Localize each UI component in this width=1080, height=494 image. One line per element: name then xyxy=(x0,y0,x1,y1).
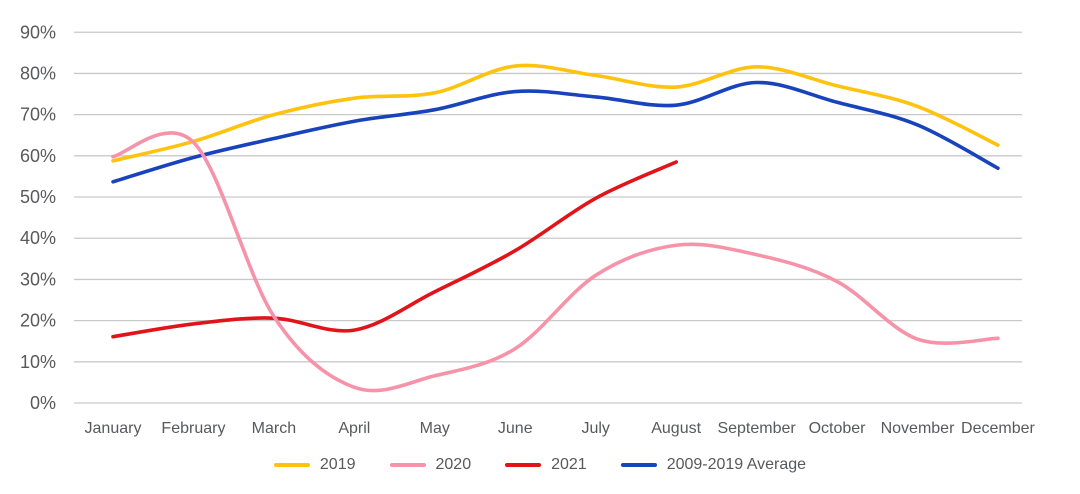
legend-item-2021: 2021 xyxy=(505,457,587,473)
y-axis-label: 10% xyxy=(20,352,56,372)
legend-label: 2009-2019 Average xyxy=(666,456,807,473)
x-axis-label: February xyxy=(161,420,225,437)
x-axis-label: March xyxy=(252,420,296,437)
y-axis-label: 40% xyxy=(20,228,56,248)
x-axis-label: June xyxy=(498,420,533,437)
x-axis-label: December xyxy=(961,420,1035,437)
y-axis-label: 90% xyxy=(20,22,56,42)
x-axis-label: October xyxy=(809,420,867,437)
legend-label: 2019 xyxy=(319,456,356,473)
chart-legend: 2019 2020 2021 2009-2019 Average xyxy=(0,450,1080,480)
legend-item-2019: 2019 xyxy=(273,456,356,473)
legend-swatch xyxy=(273,463,310,467)
series-line-2009-2019-average xyxy=(111,80,1000,184)
y-axis-label: 20% xyxy=(20,311,56,331)
legend-label: 2021 xyxy=(551,456,587,473)
y-axis-label: 70% xyxy=(20,105,56,125)
y-axis-label: 0% xyxy=(30,393,56,413)
legend-swatch xyxy=(505,463,542,467)
legend-item-2020: 2020 xyxy=(389,456,472,473)
x-axis-label: November xyxy=(881,420,955,437)
series-line-2019 xyxy=(111,63,1000,163)
x-axis-label: April xyxy=(338,420,370,437)
y-axis-label: 30% xyxy=(20,269,56,289)
y-axis-label: 60% xyxy=(20,146,56,166)
legend-label: 2020 xyxy=(435,456,472,473)
x-axis-label: January xyxy=(85,420,142,437)
x-axis-label: September xyxy=(717,420,796,437)
legend-swatch xyxy=(620,463,657,467)
y-axis-label: 50% xyxy=(20,187,56,207)
y-axis-label: 80% xyxy=(20,63,56,83)
x-axis-label: August xyxy=(651,420,701,437)
series-line-2021 xyxy=(111,160,678,339)
x-axis-label: May xyxy=(420,420,450,437)
x-axis-label: July xyxy=(581,420,609,437)
series-line-2020 xyxy=(111,131,1000,393)
legend-swatch xyxy=(389,463,426,467)
legend-item-2009-2019-average: 2009-2019 Average xyxy=(620,456,807,473)
